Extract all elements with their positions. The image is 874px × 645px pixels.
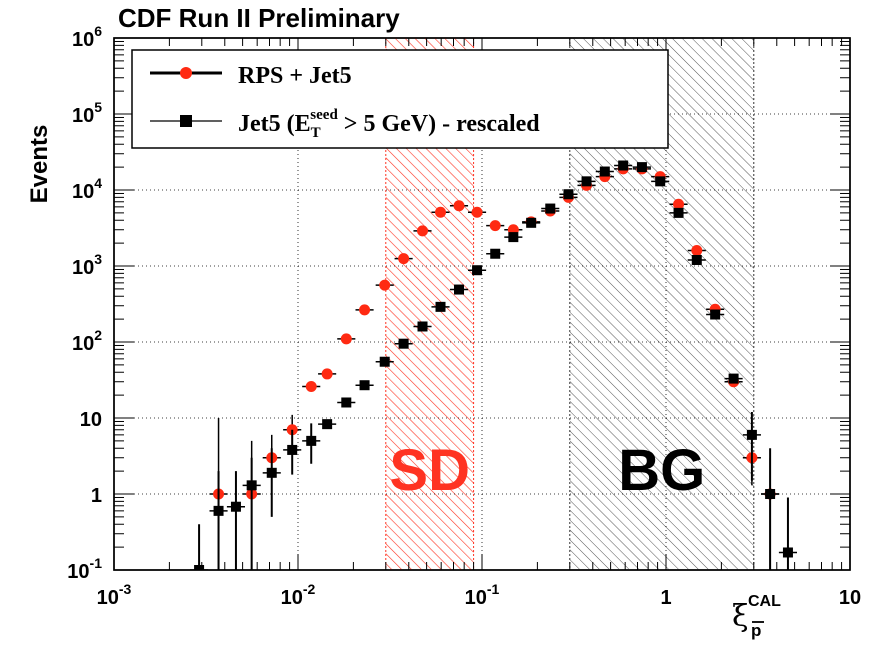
- data-series: [190, 160, 798, 570]
- data-point-square: [287, 444, 298, 455]
- x-axis-label-superscript: CAL: [748, 593, 781, 610]
- axis-ticks: [113, 38, 850, 571]
- data-point-circle: [471, 206, 483, 218]
- data-point-square: [454, 284, 465, 295]
- data-point-square: [765, 489, 776, 499]
- data-point-square: [673, 207, 684, 218]
- data-point-square: [728, 373, 739, 384]
- data-point-square: [435, 301, 446, 312]
- data-point-square: [417, 321, 428, 332]
- data-point-circle: [340, 333, 352, 345]
- legend-entry-jet5-rescaled: Jet5 (ETseed > 5 GeV) - rescaled: [150, 107, 540, 141]
- series-jet5-rescaled: [190, 160, 798, 570]
- data-point-square: [746, 429, 757, 440]
- data-point-square: [710, 309, 721, 320]
- data-point-square: [581, 176, 592, 187]
- data-point-square: [341, 397, 352, 408]
- region-label-bg: BG: [618, 438, 705, 503]
- data-point-square: [545, 203, 556, 214]
- data-point-circle: [305, 380, 317, 392]
- data-point-circle: [379, 279, 391, 291]
- data-point-square: [213, 505, 224, 516]
- data-point-circle: [359, 304, 371, 316]
- y-tick-label: 102: [72, 327, 102, 355]
- data-point-square: [306, 435, 317, 446]
- data-point-square: [599, 166, 610, 177]
- legend-label-jet5-rescaled: Jet5 (ETseed > 5 GeV) - rescaled: [238, 107, 540, 141]
- region-labels: SD BG: [389, 438, 705, 503]
- data-point-circle: [489, 220, 501, 232]
- data-point-circle: [691, 244, 703, 256]
- legend-box: [131, 49, 669, 149]
- chart-title: CDF Run II Preliminary: [118, 3, 400, 33]
- y-tick-label: 105: [72, 99, 102, 127]
- data-point-square: [618, 160, 629, 171]
- y-tick-label: 10-1: [67, 555, 102, 583]
- data-point-square: [526, 217, 537, 228]
- y-axis-label: Events: [26, 125, 53, 204]
- data-point-circle: [673, 198, 685, 210]
- x-tick-label: 10-2: [281, 581, 316, 609]
- data-point-circle: [417, 225, 429, 237]
- data-point-square: [782, 547, 793, 558]
- data-point-square: [379, 356, 390, 367]
- x-axis-label: ξ p: [732, 599, 761, 640]
- data-point-square: [398, 338, 409, 349]
- legend-label-rps-jet5: RPS + Jet5: [238, 63, 352, 89]
- region-label-sd: SD: [389, 438, 470, 503]
- data-point-square: [359, 380, 370, 391]
- data-point-square: [636, 162, 647, 173]
- data-point-square: [194, 565, 205, 570]
- x-tick-label: 10: [839, 587, 861, 609]
- y-tick-label: 104: [72, 175, 102, 203]
- data-point-square: [246, 480, 257, 491]
- data-point-square: [266, 467, 277, 478]
- data-point-square: [322, 419, 333, 430]
- data-point-square: [230, 501, 241, 512]
- data-point-square: [490, 248, 501, 259]
- data-point-circle: [398, 253, 410, 265]
- data-point-circle: [435, 206, 447, 218]
- data-point-square: [472, 265, 483, 276]
- y-tick-label: 103: [72, 251, 102, 279]
- data-point-square: [563, 189, 574, 200]
- y-tick-label: 106: [72, 23, 102, 51]
- y-tick-label: 1: [91, 485, 102, 507]
- tick-labels: 10-3 10-2 10-1 1 10 10-1 1 10 102 103 104 105 106: [67, 23, 861, 609]
- data-point-circle: [321, 368, 333, 380]
- x-tick-label: 10-3: [97, 581, 132, 609]
- x-tick-label: 1: [660, 587, 671, 609]
- legend-entry-rps-jet5: RPS + Jet5: [150, 63, 352, 89]
- y-tick-label: 10: [80, 409, 102, 431]
- x-tick-label: 10-1: [465, 581, 500, 609]
- legend: RPS + Jet5 Jet5 (ETseed > 5 GeV) - resca…: [131, 49, 669, 149]
- data-point-square: [691, 254, 702, 265]
- data-point-square: [508, 232, 519, 243]
- data-point-square: [655, 176, 666, 187]
- data-point-circle: [453, 200, 465, 212]
